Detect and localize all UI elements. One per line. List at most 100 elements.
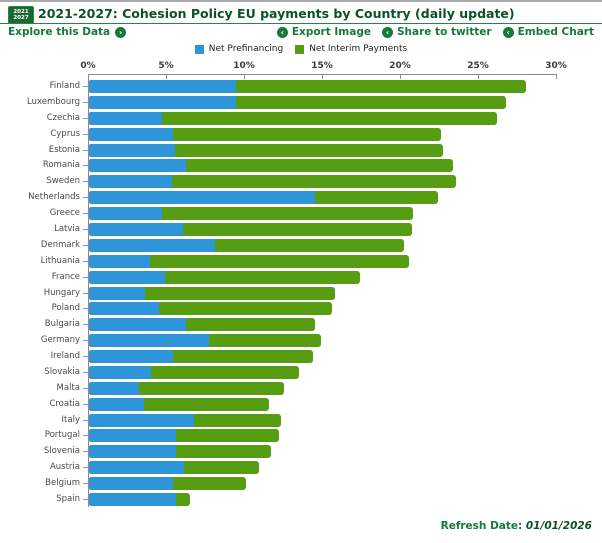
country-label: Hungary [43,288,80,298]
country-label: France [51,272,80,282]
net-interim-payments-segment [173,350,313,363]
net-prefinancing-segment [89,96,236,109]
y-tick-mark [83,229,88,230]
x-tick-mark [88,75,89,79]
circle-arrow-icon: ‹ [502,26,514,38]
x-tick-label: 0% [80,61,96,71]
net-prefinancing-segment [89,159,186,172]
circle-arrow-icon: ‹ [381,26,393,38]
stacked-bar-france [89,271,360,284]
net-prefinancing-segment [89,80,236,93]
country-label: Germany [40,335,80,345]
chevron-right-circle-icon: › [115,26,127,38]
bar-row: Denmark [0,239,602,252]
x-tick-mark [556,75,557,79]
x-tick-mark [166,75,167,79]
y-tick-mark [83,245,88,246]
stacked-bar-italy [89,414,281,427]
stacked-bar-greece [89,207,413,220]
bar-row: Slovenia [0,445,602,458]
toolbar-links: ‹ Export Image ‹ Share to twitter ‹ Embed Cha… [276,26,594,38]
x-tick-label: 15% [311,61,333,71]
explore-data-label: Explore this Data [8,26,111,38]
country-label: Denmark [40,240,80,250]
x-tick-label: 5% [158,61,174,71]
net-prefinancing-segment [89,128,173,141]
net-prefinancing-segment [89,207,162,220]
share-to-twitter-link[interactable]: ‹ Share to twitter [381,26,492,38]
stacked-bar-denmark [89,239,404,252]
legend-label-net-interim-payments: Net Interim Payments [309,44,408,54]
country-label: Slovenia [43,446,80,456]
y-tick-mark [83,293,88,294]
y-tick-mark [83,86,88,87]
net-prefinancing-segment [89,366,151,379]
net-prefinancing-segment [89,144,175,157]
explore-data-link[interactable]: Explore this Data › [8,26,127,38]
stacked-bar-slovakia [89,366,299,379]
stacked-bar-poland [89,302,332,315]
bar-row: Italy [0,414,602,427]
y-tick-mark [83,483,88,484]
legend-item-net-interim-payments[interactable]: Net Interim Payments [295,44,407,54]
net-interim-payments-segment [186,318,315,331]
chart-legend: Net Prefinancing Net Interim Payments [0,44,602,54]
y-tick-mark [83,388,88,389]
badge-line2: 2027 [13,15,29,21]
net-interim-payments-segment [176,493,190,506]
net-interim-payments-segment [176,429,279,442]
y-tick-mark [83,404,88,405]
legend-swatch-net-interim-payments [295,44,305,54]
bar-row: France [0,271,602,284]
net-prefinancing-segment [89,223,183,236]
bar-row: Slovakia [0,366,602,379]
bar-row: Luxembourg [0,96,602,109]
y-tick-mark [83,356,88,357]
embed-chart-link[interactable]: ‹ Embed Chart [502,26,594,38]
export-image-link[interactable]: ‹ Export Image [276,26,371,38]
country-label: Ireland [50,351,80,361]
stacked-bar-netherlands [89,191,438,204]
stacked-bar-malta [89,382,284,395]
country-label: Spain [56,494,80,504]
y-tick-mark [83,435,88,436]
net-interim-payments-segment [176,445,271,458]
share-to-twitter-label: Share to twitter [396,26,492,38]
export-image-label: Export Image [291,26,371,38]
y-tick-mark [83,499,88,500]
country-label: Sweden [46,176,80,186]
bar-row: Netherlands [0,191,602,204]
stacked-bar-ireland [89,350,313,363]
y-tick-mark [83,467,88,468]
legend-item-net-prefinancing[interactable]: Net Prefinancing [194,44,284,54]
stacked-bar-cyprus [89,128,441,141]
net-interim-payments-segment [144,398,269,411]
legend-swatch-net-prefinancing [194,44,204,54]
net-interim-payments-segment [236,96,506,109]
embed-chart-label: Embed Chart [517,26,594,38]
stacked-bar-spain [89,493,190,506]
stacked-bar-hungary [89,287,335,300]
stacked-bar-bulgaria [89,318,315,331]
bar-row: Portugal [0,429,602,442]
country-label: Czechia [46,113,80,123]
net-interim-payments-segment [175,144,443,157]
stacked-bar-germany [89,334,321,347]
country-label: Belgium [45,478,80,488]
x-tick-mark [400,75,401,79]
y-tick-mark [83,277,88,278]
net-prefinancing-segment [89,318,186,331]
y-tick-mark [83,308,88,309]
bar-row: Germany [0,334,602,347]
legend-label-net-prefinancing: Net Prefinancing [208,44,284,54]
net-interim-payments-segment [139,382,284,395]
y-tick-mark [83,261,88,262]
country-label: Romania [42,160,80,170]
country-label: Portugal [44,430,80,440]
net-prefinancing-segment [89,175,172,188]
y-tick-mark [83,372,88,373]
y-tick-mark [83,213,88,214]
stacked-bar-portugal [89,429,279,442]
net-prefinancing-segment [89,429,176,442]
refresh-date-value: 01/01/2026 [525,520,592,532]
